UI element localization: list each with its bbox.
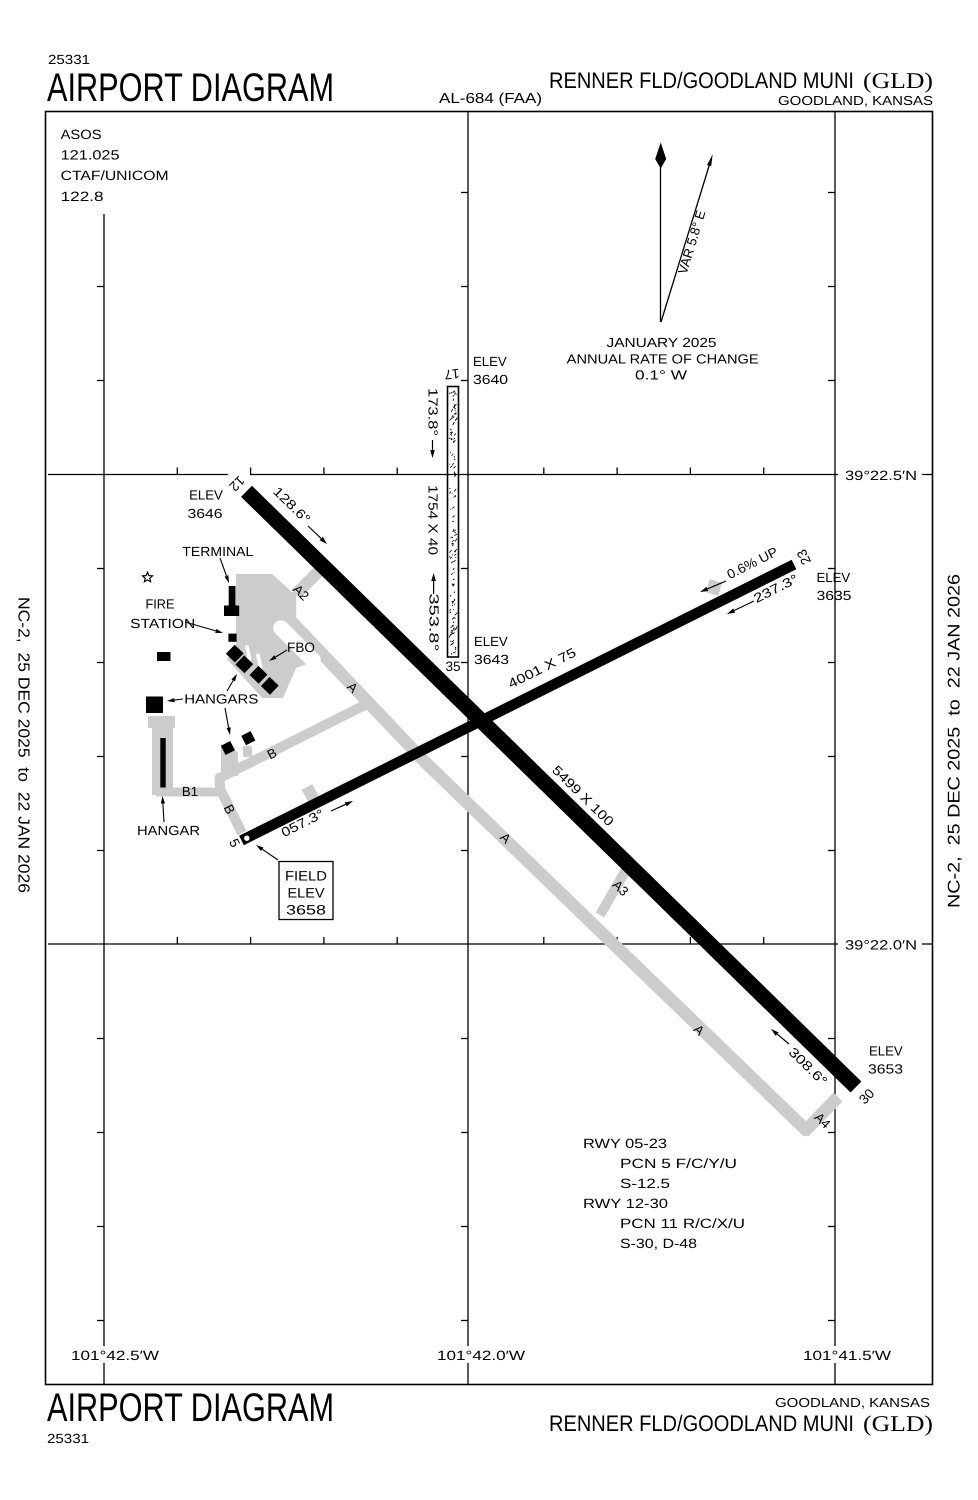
svg-text:ELEV: ELEV xyxy=(869,1044,903,1059)
svg-text:GOODLAND, KANSAS: GOODLAND, KANSAS xyxy=(775,1395,930,1410)
svg-text:AIRPORT DIAGRAM: AIRPORT DIAGRAM xyxy=(47,66,334,110)
svg-text:ELEV: ELEV xyxy=(474,634,508,649)
svg-text:FIELD: FIELD xyxy=(285,869,327,884)
svg-text:25331: 25331 xyxy=(48,52,90,67)
svg-text:0.1° W: 0.1° W xyxy=(635,368,688,383)
svg-text:(GLD): (GLD) xyxy=(863,1411,933,1436)
svg-text:ELEV: ELEV xyxy=(817,570,851,585)
svg-text:101°41.5′W: 101°41.5′W xyxy=(803,1348,891,1363)
svg-text:NC-2, 25 DEC 2025 to 22 JAN: NC-2, 25 DEC 2025 to 22 JAN 2026 xyxy=(945,574,964,908)
svg-text:PCN 11 R/C/X/U: PCN 11 R/C/X/U xyxy=(620,1216,745,1231)
svg-text:AIRPORT DIAGRAM: AIRPORT DIAGRAM xyxy=(47,1386,334,1430)
svg-text:3658: 3658 xyxy=(286,903,326,918)
svg-text:3640: 3640 xyxy=(473,372,508,387)
svg-text:39°22.0′N: 39°22.0′N xyxy=(845,938,917,953)
svg-text:23: 23 xyxy=(794,547,814,567)
svg-text:GOODLAND, KANSAS: GOODLAND, KANSAS xyxy=(778,93,933,108)
svg-text:CTAF/UNICOM: CTAF/UNICOM xyxy=(61,168,169,183)
svg-text:RENNER FLD/GOODLAND MUNI: RENNER FLD/GOODLAND MUNI xyxy=(549,1411,854,1436)
svg-text:25331: 25331 xyxy=(47,1431,89,1446)
svg-text:121.025: 121.025 xyxy=(61,148,120,163)
svg-text:NC-2, 25 DEC 2025 to 22 JAN: NC-2, 25 DEC 2025 to 22 JAN 2026 xyxy=(15,597,32,893)
svg-text:HANGAR: HANGAR xyxy=(137,823,200,838)
svg-text:JANUARY 2025: JANUARY 2025 xyxy=(607,335,717,350)
svg-text:39°22.5′N: 39°22.5′N xyxy=(845,468,917,483)
svg-text:ELEV: ELEV xyxy=(189,488,223,503)
svg-text:353.8°: 353.8° xyxy=(427,594,442,652)
svg-text:ELEV: ELEV xyxy=(288,886,325,901)
svg-text:RENNER FLD/GOODLAND MUNI: RENNER FLD/GOODLAND MUNI xyxy=(549,68,854,93)
svg-text:122.8: 122.8 xyxy=(61,189,104,204)
svg-text:S-30, D-48: S-30, D-48 xyxy=(620,1236,697,1251)
svg-text:35: 35 xyxy=(445,659,460,674)
svg-text:3653: 3653 xyxy=(868,1062,903,1077)
svg-text:101°42.5′W: 101°42.5′W xyxy=(71,1348,159,1363)
svg-text:1754 X 40: 1754 X 40 xyxy=(426,485,441,555)
svg-text:HANGARS: HANGARS xyxy=(184,692,258,707)
svg-text:(GLD): (GLD) xyxy=(863,68,933,93)
svg-text:3646: 3646 xyxy=(188,506,223,521)
svg-text:3643: 3643 xyxy=(474,652,509,667)
svg-text:AL-684 (FAA): AL-684 (FAA) xyxy=(439,91,542,107)
svg-text:STATION: STATION xyxy=(130,616,195,631)
svg-text:PCN 5 F/C/Y/U: PCN 5 F/C/Y/U xyxy=(620,1156,737,1171)
svg-text:FIRE: FIRE xyxy=(146,597,175,612)
svg-text:TERMINAL: TERMINAL xyxy=(182,544,253,559)
svg-text:RWY 05-23: RWY 05-23 xyxy=(583,1136,667,1151)
svg-text:ASOS: ASOS xyxy=(61,127,102,142)
svg-text:173.8°: 173.8° xyxy=(425,388,440,436)
svg-text:B1: B1 xyxy=(182,784,198,799)
svg-text:ELEV: ELEV xyxy=(473,354,507,369)
svg-text:FBO: FBO xyxy=(287,640,315,655)
svg-text:17: 17 xyxy=(444,366,461,382)
svg-text:101°42.0′W: 101°42.0′W xyxy=(437,1348,525,1363)
svg-text:RWY 12-30: RWY 12-30 xyxy=(583,1196,668,1211)
svg-text:ANNUAL RATE OF CHANGE: ANNUAL RATE OF CHANGE xyxy=(567,352,759,367)
svg-text:S-12.5: S-12.5 xyxy=(620,1176,670,1191)
svg-text:3635: 3635 xyxy=(817,588,852,603)
